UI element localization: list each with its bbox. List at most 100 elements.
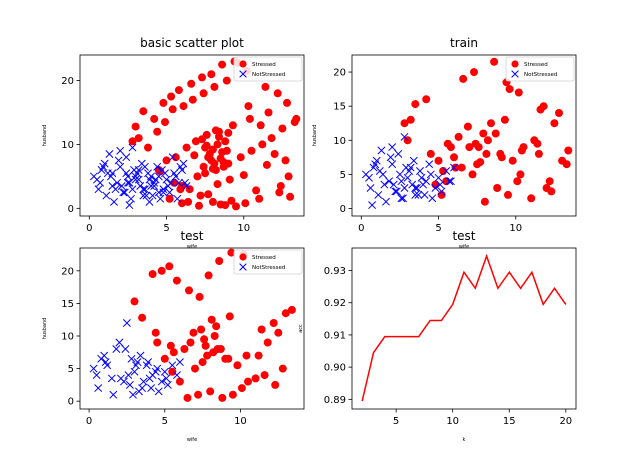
stressed-point [185,286,193,295]
stressed-point [165,262,174,271]
stressed-point [463,122,472,131]
notstressed-point [160,367,169,376]
stressed-point [508,156,517,165]
notstressed-point [131,175,140,184]
stressed-point [245,114,254,123]
x-axis-label: wife [187,244,197,250]
stressed-point [219,158,228,167]
notstressed-point [94,185,103,194]
stressed-point [165,194,174,203]
stressed-point [252,186,261,195]
stressed-point [476,158,485,167]
notstressed-point [130,367,139,376]
y-tick-label: 20 [61,76,74,87]
x-tick-label: 5 [163,223,169,234]
stressed-point [247,146,256,155]
stressed-point [198,73,206,82]
notstressed-point [416,167,424,175]
stressed-point [263,338,272,347]
stressed-point [534,149,543,158]
notstressed-point [168,153,177,162]
stressed-point [292,114,301,123]
notstressed-point [120,188,129,197]
stressed-point [244,377,252,386]
stressed-point [130,297,139,306]
stressed-point [459,74,468,83]
stressed-point [454,132,463,141]
notstressed-point [175,358,184,367]
y-tick-label: 20 [61,266,74,277]
notstressed-point [425,160,434,169]
notstressed-point [136,351,145,360]
stressed-point [450,153,458,162]
stressed-point [166,341,175,350]
x-tick-label: 15 [503,416,516,427]
stressed-point [153,127,162,136]
notstressed-point [135,387,143,396]
legend-marker-stressed [511,60,519,68]
notstressed-point [162,374,171,383]
x-tick-label: 5 [435,223,441,234]
stressed-point [171,153,180,162]
stressed-point [191,364,199,373]
stressed-point [161,118,169,127]
panel-title: basic scatter plot [140,36,244,50]
legend-box [233,249,303,275]
stressed-point [221,137,230,146]
stressed-point [186,338,195,347]
stressed-point [211,126,220,135]
notstressed-point [176,162,185,171]
stressed-point [283,98,291,107]
stressed-point [269,319,278,327]
stressed-point [457,163,466,172]
stressed-point [274,328,283,337]
stressed-point [189,328,198,337]
notstressed-point [124,371,133,380]
legend-marker-notstressed [239,263,247,271]
notstressed-point [156,194,165,203]
notstressed-point [371,160,380,169]
legend: Stressed NotStressed [233,56,303,82]
x-tick-label: 10 [234,416,247,427]
accuracy-line [361,253,567,402]
stressed-point [411,100,420,109]
stressed-point [218,393,227,402]
axes-frame [79,54,305,217]
stressed-point [200,335,209,344]
stressed-point [281,309,290,318]
stressed-point [190,151,199,160]
stressed-point [271,380,280,389]
stressed-point [536,105,545,114]
notstressed-point [130,166,139,174]
x-axis-label: wife [459,244,469,250]
notstressed-point [110,197,118,206]
x-tick-label: 0 [358,223,364,234]
stressed-point [213,140,222,149]
notstressed-point [159,185,168,194]
notstressed-point [399,194,407,203]
y-tick-label: 0 [68,397,74,408]
stressed-point [183,393,192,402]
notstressed-point [125,201,134,210]
notstressed-point [168,361,177,370]
notstressed-point [116,146,125,155]
legend-marker-notstressed [511,70,519,78]
notstressed-point [117,182,126,190]
stressed-point [239,171,248,180]
notstressed-point [132,361,140,370]
stressed-point [278,124,287,133]
notstressed-point [151,367,160,376]
stressed-point [196,191,205,200]
stressed-point [201,341,210,350]
notstressed-point [171,172,180,181]
y-axis-label: husband [42,318,48,340]
notstressed-point [150,182,159,190]
x-tick-label: 5 [393,416,399,427]
stressed-point [233,361,242,370]
stressed-point [244,102,253,111]
stressed-point [258,140,267,149]
notstressed-point [181,178,189,187]
notstressed-point [445,177,454,186]
panel-4: 5 10 15 20 0.89 0.90 0.91 0.92 0.93 test k acc [298,229,577,443]
